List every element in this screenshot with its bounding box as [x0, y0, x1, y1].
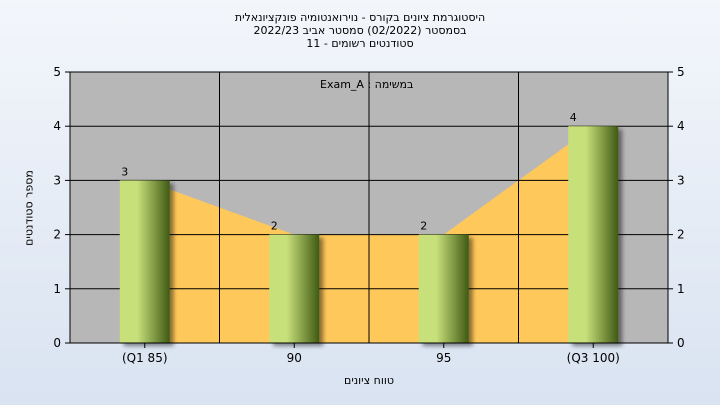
data-label: 3: [121, 165, 128, 178]
x-tick-label: (Q1 85): [122, 351, 168, 365]
y-tick-label-right: 0: [677, 336, 685, 350]
y-tick-label-left: 5: [53, 65, 61, 79]
y-tick-label-right: 5: [677, 65, 685, 79]
y-tick-label-right: 3: [677, 173, 685, 187]
x-tick-label: (Q3 100): [567, 351, 620, 365]
chart-subtitle: בסמסטר (02/2022) סמסטר אביב 2022/23: [253, 24, 467, 37]
y-tick-label-left: 3: [53, 173, 61, 187]
bar-(Q1 85): [119, 180, 170, 343]
chart-title: היסטוגרמת ציונים בקורס - נוירואנטומיה פו…: [234, 11, 486, 24]
data-label: 2: [271, 220, 278, 233]
x-axis-title: טווח ציונים: [344, 374, 394, 387]
data-label: 2: [420, 220, 427, 233]
y-tick-label-right: 4: [677, 119, 685, 133]
chart-subtitle-count: סטודנטים רשומים - 11: [306, 37, 414, 50]
y-tick-label-right: 1: [677, 282, 685, 296]
bar-95: [418, 234, 469, 343]
y-tick-label-right: 2: [677, 228, 685, 242]
y-tick-label-left: 1: [53, 282, 61, 296]
y-tick-label-left: 0: [53, 336, 61, 350]
y-tick-label-left: 4: [53, 119, 61, 133]
x-tick-label: 95: [436, 351, 451, 365]
chart-title-block: היסטוגרמת ציונים בקורס - נוירואנטומיה פו…: [0, 11, 720, 50]
legend-text: Exam_A : במשימה: [320, 78, 414, 91]
x-tick-label: 90: [287, 351, 302, 365]
y-tick-label-left: 2: [53, 228, 61, 242]
bar-90: [269, 234, 320, 343]
bar-(Q3 100): [568, 126, 619, 343]
data-label: 4: [570, 111, 577, 124]
y-axis-title: מספר סטודנטים: [22, 170, 36, 246]
